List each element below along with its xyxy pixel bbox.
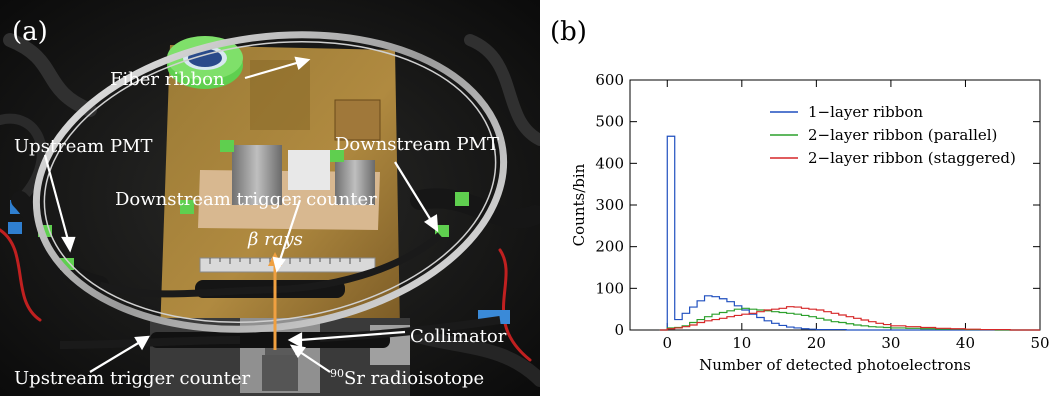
x-tick-label: 30 xyxy=(881,334,900,352)
legend-label: 1−layer ribbon xyxy=(808,103,923,121)
y-tick-label: 0 xyxy=(614,321,624,339)
legend: 1−layer ribbon 2−layer ribbon (parallel) 2… xyxy=(770,103,1016,167)
y-tick-label: 200 xyxy=(595,238,624,256)
metal-block xyxy=(335,160,375,205)
legend-label: 2−layer ribbon (parallel) xyxy=(808,126,997,144)
blue-clip xyxy=(8,222,22,234)
metal-block xyxy=(232,145,282,205)
label-beta-rays: β rays xyxy=(247,229,303,250)
source-holder xyxy=(262,355,298,391)
panel-b-tag: (b) xyxy=(550,17,587,47)
label-fiber-ribbon: Fiber ribbon xyxy=(110,69,225,90)
x-tick-label: 40 xyxy=(956,334,975,352)
histogram-line-3 xyxy=(659,306,1040,331)
white-block xyxy=(288,150,330,190)
histogram-series xyxy=(659,135,1040,331)
histogram-panel: (b) 0 10 20 30 40 50 0 100 200 300 400 500 600 1−lay… xyxy=(548,0,1054,396)
setup-photo: (a) Fiber ribbon Upstream PMT Downstream… xyxy=(0,0,547,396)
annotation-arrows xyxy=(43,56,439,373)
legend-label: 2−layer ribbon (staggered) xyxy=(808,149,1016,167)
y-tick-label: 500 xyxy=(595,113,624,131)
label-upstream-pmt: Upstream PMT xyxy=(14,136,153,157)
label-source-mass: 90 xyxy=(330,367,344,380)
y-tick-label: 400 xyxy=(595,154,624,172)
green-tape xyxy=(330,150,344,162)
ruler-ticks xyxy=(209,258,361,264)
background-cables xyxy=(0,33,547,387)
histogram-line-2 xyxy=(659,307,1040,331)
x-tick-label: 0 xyxy=(662,334,672,352)
x-axis-label: Number of detected photoelectrons xyxy=(699,356,971,374)
light-guide xyxy=(98,232,443,298)
label-source-name: Sr radioisotope xyxy=(344,368,484,389)
x-tick-label: 10 xyxy=(732,334,751,352)
label-downstream-pmt: Downstream PMT xyxy=(335,134,499,155)
ruler xyxy=(199,257,376,273)
label-collimator: Collimator xyxy=(410,326,507,347)
y-axis-label: Counts/bin xyxy=(570,163,588,246)
label-upstream-trigger: Upstream trigger counter xyxy=(14,368,251,389)
histogram-line-1 xyxy=(659,135,1040,331)
green-tape xyxy=(180,200,194,214)
board-panel xyxy=(334,99,381,141)
fiber-ribbon-loop xyxy=(32,31,508,333)
label-downstream-trigger: Downstream trigger counter xyxy=(115,189,377,210)
y-tick-label: 600 xyxy=(595,71,624,89)
green-tape xyxy=(220,140,234,152)
y-tick-label: 300 xyxy=(595,196,624,214)
cable xyxy=(59,336,241,349)
photo-panel: (a) Fiber ribbon Upstream PMT Downstream… xyxy=(0,0,547,396)
panel-a-tag: (a) xyxy=(12,17,48,47)
fiber-ribbon-edge xyxy=(43,40,497,324)
x-tick-label: 20 xyxy=(807,334,826,352)
x-tick-label: 50 xyxy=(1030,334,1049,352)
board-panel xyxy=(250,60,310,130)
y-tick-label: 100 xyxy=(595,279,624,297)
